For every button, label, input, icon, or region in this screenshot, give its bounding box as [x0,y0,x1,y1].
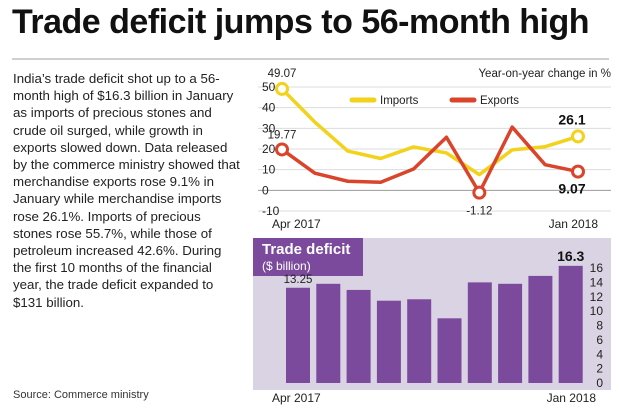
bar-chart: Trade deficit ($ billion) 13.25 16.3 1614… [253,238,611,405]
line-chart-data-label: 19.77 [268,129,297,141]
deficit-bar [558,265,583,383]
data-point-exports [275,142,289,157]
line-chart-data-label: 9.07 [558,181,585,197]
line-chart-subtitle: Year-on-year change in % [478,68,611,80]
line-chart-y-ticks: 50 40 30 20 10 0 -10 [262,80,280,218]
bar-chart-x-ticks: Apr 2017 Jan 2018 [272,391,596,405]
line-chart-legend: Imports Exports [349,95,519,107]
deficit-bar [407,299,432,383]
line-chart-y-tick-label: 0 [262,183,269,197]
line-chart-data-labels: 49.07 19.77 -1.12 26.1 9.07 [268,68,586,218]
bar-chart-y-tick-label: 8 [596,319,603,333]
source-note: Source: Commerce ministry [13,389,149,401]
data-point-exports [571,164,585,179]
line-chart-grid [258,86,611,212]
legend-label-imports: Imports [380,95,419,107]
deficit-bar [286,287,310,383]
line-chart-y-tick-label: 30 [262,121,276,135]
line-chart-x-ticks: Apr 2017 Jan 2018 [272,217,598,231]
data-point-exports [472,185,487,200]
line-chart-y-tick-label: 10 [262,163,276,177]
line-chart-y-tick-label: 50 [262,80,276,94]
bar-chart-y-tick-label: 10 [590,304,604,318]
line-chart-y-tick-label: 20 [262,142,276,156]
line-chart-x-tick-label: Apr 2017 [272,217,321,231]
deficit-bar [346,289,371,383]
series-line-imports [280,87,580,177]
bar-chart-y-tick-label: 6 [596,333,603,347]
bar-chart-data-label: 16.3 [557,248,584,264]
deficit-bar [376,300,401,383]
line-chart-series [275,81,585,200]
bar-chart-y-tick-label: 14 [590,275,604,289]
line-chart-y-tick-label: -10 [262,204,280,218]
line-chart-x-tick-label: Jan 2018 [549,217,599,231]
bar-chart-title-box [253,238,363,276]
deficit-bar [498,283,523,383]
data-point-imports [275,81,289,96]
data-point-imports [571,129,585,144]
deficit-bar [467,282,492,383]
bar-chart-title: Trade deficit [262,241,350,258]
bar-chart-y-tick-label: 2 [596,362,603,376]
article-text: India’s trade deficit shot up to a 56-mo… [13,71,240,310]
bar-chart-x-tick-label: Apr 2017 [272,391,321,405]
headline: Trade deficit jumps to 56-month high [12,3,590,41]
line-chart-y-tick-label: 40 [262,101,276,115]
line-chart-data-label: -1.12 [466,206,492,218]
bar-chart-y-tick-label: 0 [596,376,603,390]
line-chart-data-label: 49.07 [268,68,297,80]
bar-chart-x-tick-label: Jan 2018 [547,391,597,405]
bar-chart-subtitle: ($ billion) [262,259,311,273]
bar-chart-data-labels: 13.25 16.3 [284,248,585,286]
bar-chart-y-tick-label: 12 [590,290,604,304]
deficit-bar [437,318,462,383]
headline-divider [12,58,609,60]
bar-chart-y-tick-label: 4 [596,347,603,361]
bar-chart-data-label: 13.25 [284,274,313,286]
legend-label-exports: Exports [480,95,519,107]
bar-chart-y-tick-label: 16 [590,261,604,275]
deficit-bar [316,283,341,383]
bar-chart-bars [286,265,583,383]
series-line-exports [280,125,580,195]
line-chart-data-label: 26.1 [558,111,585,127]
deficit-bar [528,275,553,383]
